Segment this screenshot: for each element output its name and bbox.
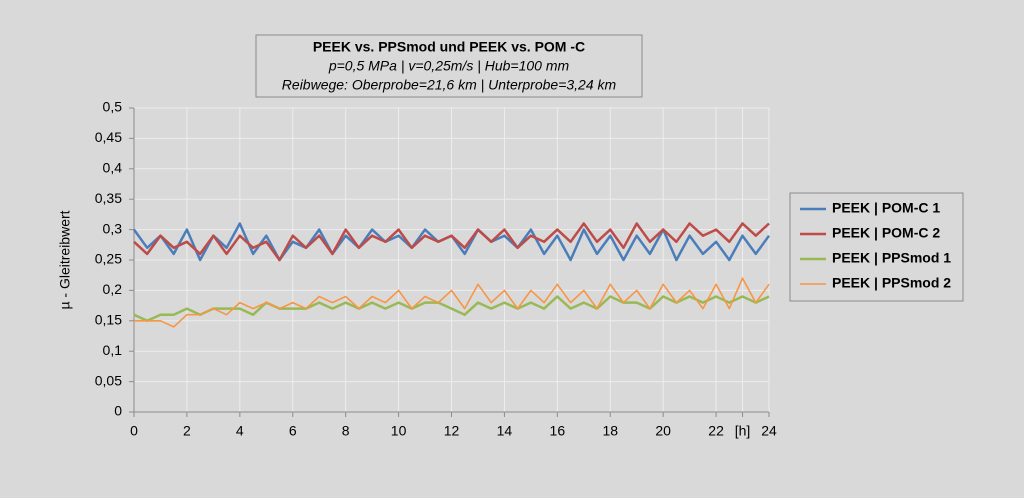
chart-subtitle: p=0,5 MPa | v=0,25m/s | Hub=100 mm xyxy=(328,58,570,74)
x-tick-label: 4 xyxy=(236,423,244,439)
y-tick-label: 0,4 xyxy=(103,160,123,176)
y-tick-label: 0,1 xyxy=(103,342,123,358)
x-tick-label: 22 xyxy=(708,423,724,439)
x-tick-label: 24 xyxy=(761,423,777,439)
y-axis-label: µ - Gleitreibwert xyxy=(57,210,73,309)
x-tick-label: 14 xyxy=(497,423,513,439)
legend-box xyxy=(789,192,964,302)
data-line xyxy=(134,277,770,328)
legend-label: PEEK | POM-C 2 xyxy=(832,225,940,241)
x-tick-label: 6 xyxy=(289,423,297,439)
x-tick-label: 12 xyxy=(444,423,460,439)
x-tick-label: 16 xyxy=(550,423,566,439)
legend-label: PEEK | PPSmod 1 xyxy=(832,250,951,266)
legend-label: PEEK | PPSmod 2 xyxy=(832,275,951,291)
y-tick-label: 0,2 xyxy=(103,281,123,297)
x-tick-label: 8 xyxy=(342,423,350,439)
data-line xyxy=(133,295,770,323)
y-tick-label: 0,5 xyxy=(103,99,123,115)
data-line xyxy=(133,222,770,262)
chart-title: PEEK vs. PPSmod und PEEK vs. POM -C xyxy=(313,39,585,55)
x-tick-label: 20 xyxy=(655,423,671,439)
y-tick-label: 0,45 xyxy=(95,129,122,145)
x-tick-label: 18 xyxy=(602,423,618,439)
y-tick-label: 0,25 xyxy=(95,251,122,267)
y-tick-label: 0,05 xyxy=(95,372,122,388)
title-box xyxy=(255,34,643,98)
y-tick-label: 0,35 xyxy=(95,190,122,206)
chart-subtitle: Reibwege: Oberprobe=21,6 km | Unterprobe… xyxy=(282,77,617,93)
y-tick-label: 0,15 xyxy=(95,312,122,328)
x-tick-label: 2 xyxy=(183,423,191,439)
y-tick-label: 0,3 xyxy=(103,220,123,236)
legend-label: PEEK | POM-C 1 xyxy=(832,200,940,216)
x-tick-label: [h] xyxy=(735,423,751,439)
x-tick-label: 10 xyxy=(391,423,407,439)
y-tick-label: 0 xyxy=(114,403,122,419)
x-tick-label: 0 xyxy=(130,423,138,439)
